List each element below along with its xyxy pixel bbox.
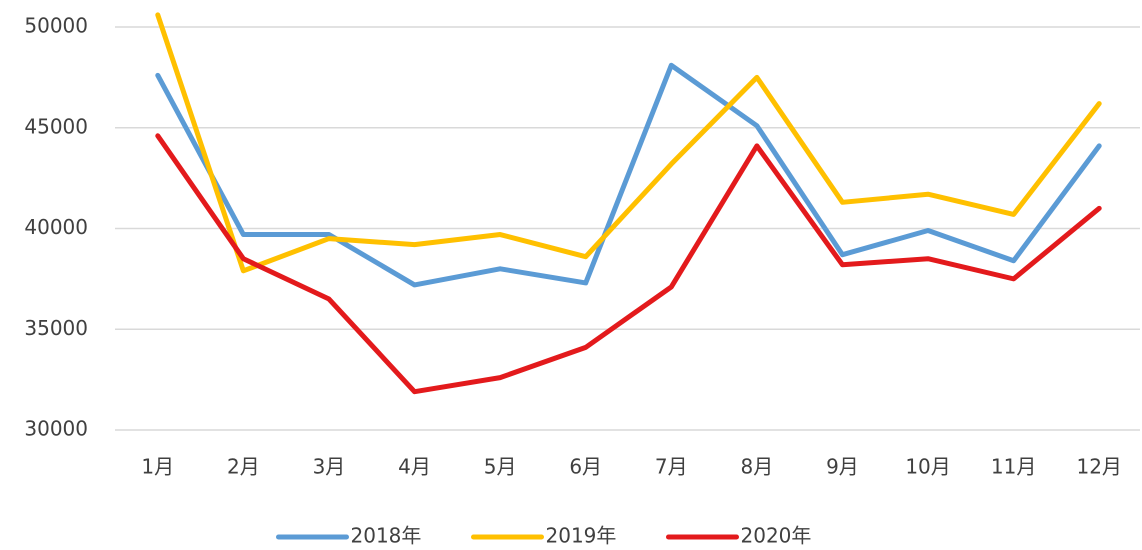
x-tick-label: 4月 <box>398 455 431 479</box>
series-line <box>155 133 1102 395</box>
y-tick-label: 40000 <box>24 215 88 239</box>
x-tick-label: 7月 <box>655 455 688 479</box>
plot-area: 30000 35000 40000 45000 50000 1月 2月 3月 4月 5月 6月 7月 8… <box>24 12 1140 479</box>
x-tick-label: 11月 <box>991 455 1036 479</box>
x-tick-label: 2月 <box>227 455 260 479</box>
x-tick-label: 3月 <box>313 455 346 479</box>
series-line <box>155 12 1102 274</box>
y-tick-label: 45000 <box>24 114 88 138</box>
x-tick-label: 6月 <box>569 455 602 479</box>
legend: 2018年 2019年 2020年 <box>276 524 812 548</box>
y-tick-label: 30000 <box>24 417 88 441</box>
x-tick-label: 12月 <box>1076 455 1121 479</box>
y-tick-label: 50000 <box>24 14 88 38</box>
x-tick-label: 9月 <box>826 455 859 479</box>
y-tick-label: 35000 <box>24 316 88 340</box>
legend-label: 2020年 <box>741 524 812 548</box>
series-line <box>155 62 1102 288</box>
legend-label: 2019年 <box>546 524 617 548</box>
x-tick-label: 1月 <box>141 455 174 479</box>
legend-label: 2018年 <box>351 524 422 548</box>
x-tick-label: 10月 <box>905 455 950 479</box>
x-tick-label: 8月 <box>741 455 774 479</box>
x-tick-label: 5月 <box>484 455 517 479</box>
